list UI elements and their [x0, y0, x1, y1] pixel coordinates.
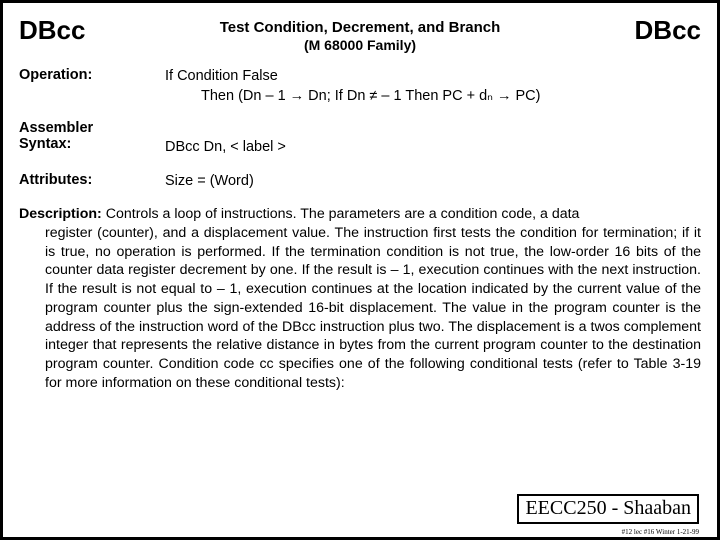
mnemonic-left: DBcc: [19, 15, 85, 46]
operation-line1: If Condition False: [165, 68, 278, 84]
syntax-label-1: Assembler: [19, 120, 93, 136]
description-label: Description:: [19, 206, 102, 222]
description-block: Description: Controls a loop of instruct…: [19, 205, 701, 392]
title-center: Test Condition, Decrement, and Branch (M…: [85, 15, 634, 53]
footer-text: EECC250 - Shaaban: [525, 497, 691, 519]
description-body: register (counter), and a displacement v…: [19, 224, 701, 393]
syntax-label-2: Syntax:: [19, 136, 71, 152]
header-row: DBcc Test Condition, Decrement, and Bran…: [19, 15, 701, 53]
operation-line2: Then (Dn – 1 → Dn; If Dn ≠ – 1 Then PC +…: [165, 87, 540, 107]
title-sub: (M 68000 Family): [85, 37, 634, 53]
operation-row: Operation: If Condition False Then (Dn –…: [19, 67, 701, 106]
syntax-label: Assembler Syntax:: [19, 120, 165, 158]
attributes-value: Size = (Word): [165, 172, 254, 192]
operation-value: If Condition False Then (Dn – 1 → Dn; If…: [165, 67, 540, 106]
footer-small: #12 lec #16 Winter 1-21-99: [622, 528, 699, 536]
title-main: Test Condition, Decrement, and Branch: [85, 19, 634, 36]
document-page: DBcc Test Condition, Decrement, and Bran…: [0, 0, 720, 540]
operation-label: Operation:: [19, 67, 165, 106]
footer-box: EECC250 - Shaaban: [517, 494, 699, 524]
mnemonic-right: DBcc: [635, 15, 701, 46]
attributes-label: Attributes:: [19, 172, 165, 192]
syntax-row: Assembler Syntax: DBcc Dn, < label >: [19, 120, 701, 158]
attributes-row: Attributes: Size = (Word): [19, 172, 701, 192]
description-first: Controls a loop of instructions. The par…: [106, 206, 580, 222]
syntax-value: DBcc Dn, < label >: [165, 120, 286, 158]
